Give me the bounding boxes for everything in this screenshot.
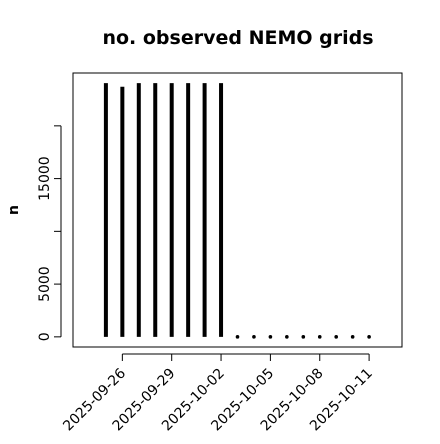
y-tick-label: 5000 — [37, 266, 53, 302]
chart-title: no. observed NEMO grids — [102, 27, 373, 49]
point — [235, 335, 240, 339]
y-tick-label: 0 — [37, 332, 53, 341]
point — [317, 335, 322, 339]
point — [285, 335, 289, 339]
y-axis-label: n — [6, 205, 22, 215]
point — [350, 335, 355, 339]
y-tick-label: 15000 — [37, 156, 53, 201]
plot-frame — [72, 72, 403, 348]
point — [301, 335, 306, 339]
point — [252, 335, 256, 339]
point — [334, 335, 339, 339]
point — [268, 335, 273, 339]
point — [367, 335, 371, 339]
